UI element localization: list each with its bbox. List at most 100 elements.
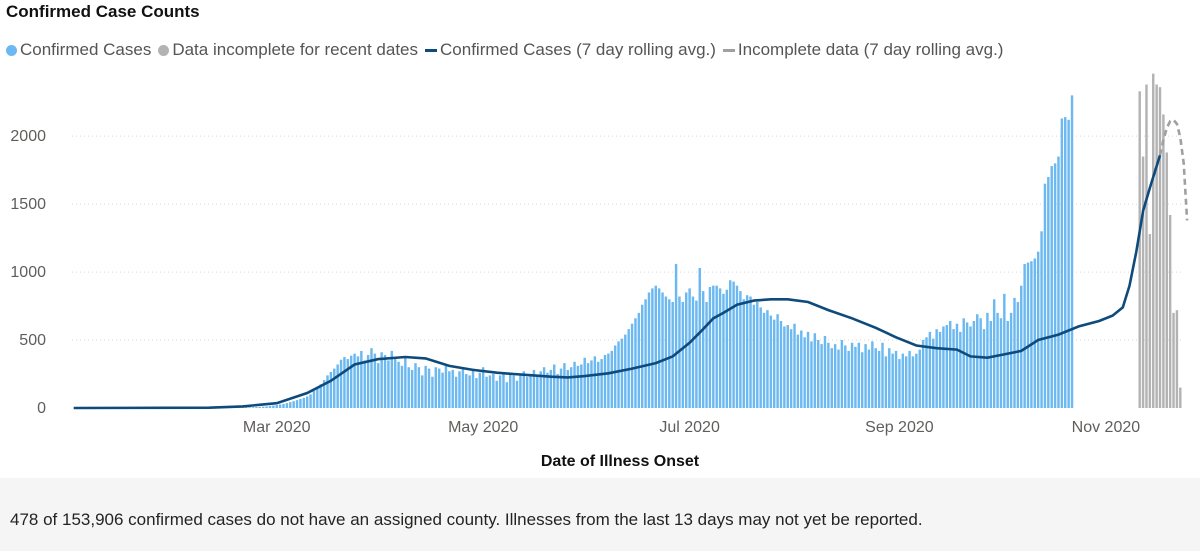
- bar: [261, 406, 265, 408]
- bar: [1148, 234, 1152, 408]
- bar: [1152, 73, 1155, 408]
- bar: [380, 352, 383, 408]
- bar: [654, 285, 657, 408]
- bar: [566, 369, 569, 408]
- bar: [1165, 152, 1168, 408]
- bar: [515, 380, 519, 408]
- bar: [745, 295, 749, 408]
- bar: [1064, 117, 1067, 408]
- y-axis-ticks: 0 500 1000 1500 2000: [10, 128, 46, 417]
- footer-panel: 478 of 153,906 confirmed cases do not ha…: [0, 478, 1200, 551]
- bar: [708, 287, 712, 408]
- bar: [1145, 84, 1148, 408]
- bar: [1003, 293, 1006, 408]
- bar: [590, 360, 593, 408]
- bar: [563, 363, 566, 408]
- bar: [522, 371, 526, 408]
- bar: [356, 356, 360, 408]
- bar: [580, 364, 583, 408]
- bar: [383, 354, 387, 408]
- chart-title: Confirmed Case Counts: [6, 2, 200, 21]
- bar: [1141, 156, 1145, 408]
- bar: [915, 353, 918, 408]
- bar: [295, 400, 299, 408]
- bar: [1158, 87, 1162, 409]
- bar: [546, 372, 549, 408]
- bar: [488, 375, 492, 408]
- bar: [969, 326, 972, 408]
- bar: [390, 350, 394, 408]
- bar: [752, 304, 756, 408]
- bar: [641, 304, 644, 408]
- bar: [820, 344, 823, 408]
- bar: [813, 333, 817, 408]
- bar: [891, 353, 894, 408]
- bar: [1033, 258, 1037, 408]
- bar: [695, 300, 698, 408]
- bar: [312, 391, 316, 408]
- bar: [1053, 163, 1057, 408]
- bar: [424, 365, 427, 408]
- bar: [583, 357, 586, 408]
- bar: [1067, 119, 1070, 408]
- bar: [553, 364, 556, 408]
- bar: [830, 348, 833, 408]
- bar: [620, 338, 624, 408]
- bar: [725, 289, 729, 408]
- bar: [952, 329, 955, 408]
- x-axis-label: Date of Illness Onset: [541, 453, 700, 470]
- bar: [593, 356, 597, 408]
- bars-incomplete: [1138, 73, 1182, 409]
- bar: [319, 384, 322, 408]
- bar: [742, 299, 745, 408]
- bar: [509, 374, 512, 408]
- bar: [789, 329, 793, 408]
- bar: [441, 372, 444, 408]
- bar: [329, 371, 333, 408]
- bar: [989, 321, 993, 408]
- bar: [999, 318, 1003, 408]
- bar: [766, 310, 769, 408]
- rolling-avg-line: [73, 154, 1162, 410]
- bar: [502, 372, 505, 408]
- legend-item-incomplete[interactable]: Data incomplete for recent dates: [158, 40, 418, 60]
- bar: [1016, 301, 1020, 408]
- bar: [282, 403, 285, 408]
- bar: [397, 361, 400, 408]
- bar: [688, 288, 691, 408]
- bar: [844, 345, 847, 408]
- bar: [796, 334, 800, 408]
- bar: [877, 350, 881, 408]
- bar: [559, 368, 563, 408]
- bar: [1179, 387, 1182, 408]
- bar: [959, 331, 962, 408]
- bar: [644, 299, 647, 408]
- bar: [749, 296, 752, 408]
- bar: [729, 280, 732, 408]
- bar: [712, 285, 715, 408]
- legend-item-rolling[interactable]: Confirmed Cases (7 day rolling avg.): [425, 40, 716, 60]
- bar: [701, 291, 705, 408]
- bar: [245, 407, 248, 408]
- bar: [674, 263, 678, 408]
- bar: [681, 301, 685, 408]
- bar: [569, 367, 573, 408]
- bar: [434, 367, 438, 408]
- legend-item-confirmed[interactable]: Confirmed Cases: [6, 40, 151, 60]
- legend-item-rolling-incomplete[interactable]: Incomplete data (7 day rolling avg.): [722, 40, 1003, 60]
- bar: [1036, 251, 1040, 408]
- bar: [864, 344, 867, 408]
- bar: [404, 356, 407, 408]
- bar: [326, 375, 329, 408]
- bar: [275, 405, 278, 408]
- bar: [1057, 156, 1060, 408]
- bar: [739, 291, 742, 408]
- bar: [278, 404, 282, 408]
- bar: [302, 397, 306, 408]
- bar: [343, 357, 346, 408]
- bar: [512, 375, 515, 408]
- bar: [854, 346, 857, 408]
- bar: [576, 365, 580, 408]
- bar: [1030, 261, 1033, 408]
- bar: [414, 363, 417, 408]
